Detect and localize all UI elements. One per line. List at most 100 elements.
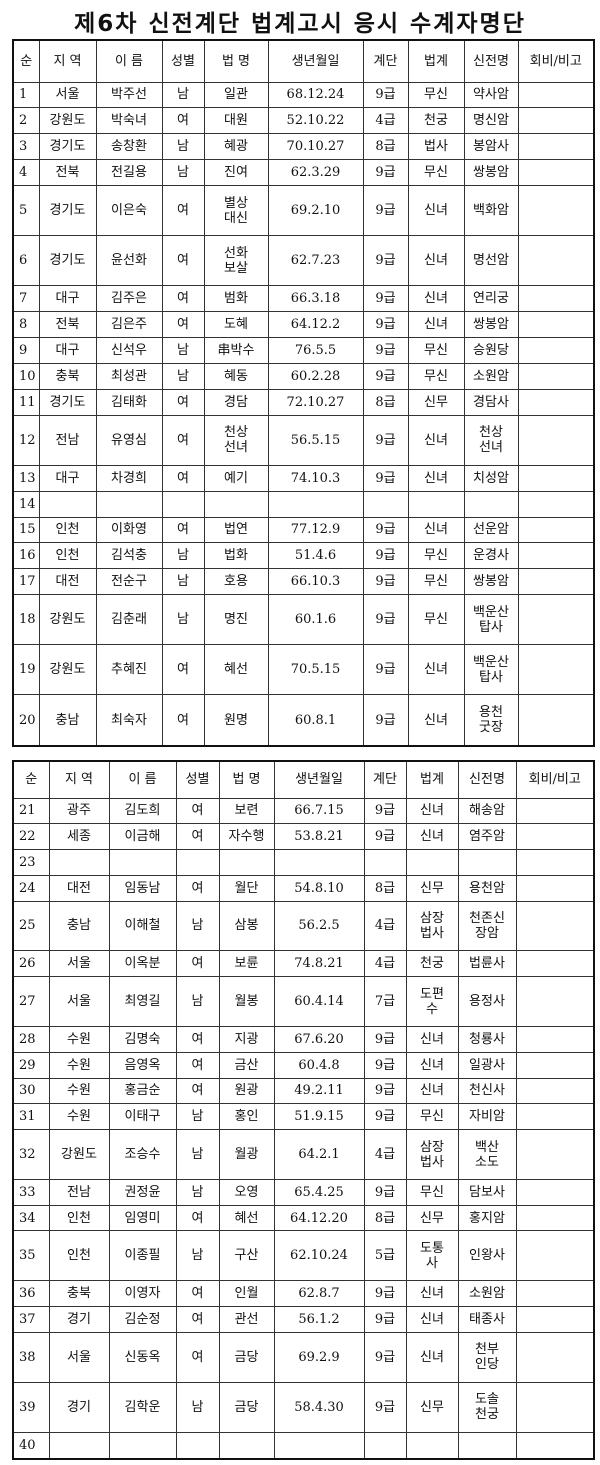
cell-dharma-name <box>218 849 275 876</box>
cell-shrine <box>463 490 519 518</box>
cell-name: 이은숙 <box>95 184 163 237</box>
header-no: 순 <box>12 39 40 83</box>
cell-gender <box>161 490 205 518</box>
cell-no: 38 <box>12 1331 50 1383</box>
cell-note <box>515 1178 595 1206</box>
cell-name: 임영미 <box>108 1204 177 1232</box>
table-row: 28 수원 김명숙 여 지광 67.6.20 9급 신녀 청룡사 <box>12 1026 595 1053</box>
cell-birthdate: 56.5.15 <box>267 414 364 466</box>
cell-note <box>515 1129 595 1180</box>
cell-birthdate: 51.4.6 <box>267 542 364 570</box>
cell-region: 수원 <box>48 1026 110 1053</box>
cell-region: 충남 <box>38 694 97 747</box>
cell-grade: 9급 <box>363 1280 407 1308</box>
cell-name: 이종필 <box>108 1230 177 1282</box>
cell-gender <box>175 1431 220 1460</box>
cell-rank: 무신 <box>407 568 465 596</box>
cell-region: 강원도 <box>48 1129 110 1180</box>
cell-name: 전길용 <box>95 159 163 186</box>
header-shrine: 신전명 <box>463 39 519 83</box>
cell-dharma-name: 홍인 <box>218 1103 275 1131</box>
table-row: 32 강원도 조승수 남 월광 64.2.1 4급 삼장 법사 백산 소도 <box>12 1129 595 1180</box>
cell-rank: 신녀 <box>405 1331 459 1383</box>
cell-no: 39 <box>12 1381 50 1433</box>
cell-birthdate: 62.3.29 <box>267 159 364 186</box>
cell-dharma-name: 월봉 <box>218 976 275 1028</box>
cell-name: 이영자 <box>108 1280 177 1308</box>
cell-rank <box>407 490 465 518</box>
cell-shrine: 홍지암 <box>457 1204 517 1232</box>
cell-note <box>515 950 595 978</box>
cell-name: 김은주 <box>95 311 163 339</box>
cell-no: 7 <box>12 285 40 313</box>
cell-name: 임동남 <box>108 874 177 902</box>
cell-grade <box>363 1431 407 1460</box>
cell-note <box>517 464 595 492</box>
cell-no: 18 <box>12 594 40 646</box>
cell-grade: 9급 <box>362 337 409 364</box>
header-grade: 계단 <box>362 39 409 83</box>
cell-name: 김춘래 <box>95 594 163 646</box>
cell-no: 1 <box>12 81 40 109</box>
cell-dharma-name: 원명 <box>203 694 269 747</box>
cell-grade: 5급 <box>363 1230 407 1282</box>
cell-note <box>517 644 595 696</box>
cell-birthdate: 69.2.10 <box>267 184 364 237</box>
cell-birthdate: 66.10.3 <box>267 568 364 596</box>
cell-note <box>517 337 595 364</box>
cell-no: 26 <box>12 950 50 978</box>
cell-dharma-name: 혜선 <box>218 1204 275 1232</box>
cell-shrine: 명선암 <box>463 235 519 287</box>
cell-name: 송창환 <box>95 133 163 161</box>
cell-note <box>515 1103 595 1131</box>
cell-region: 대구 <box>38 285 97 313</box>
table-row: 35 인천 이종필 남 구산 62.10.24 5급 도통 사 인왕사 <box>12 1230 595 1282</box>
cell-gender: 여 <box>175 1026 220 1053</box>
table-row: 3 경기도 송창환 남 혜광 70.10.27 8급 법사 봉암사 <box>12 133 595 161</box>
cell-shrine: 약사암 <box>463 81 519 109</box>
cell-no: 15 <box>12 516 40 544</box>
cell-name: 유영심 <box>95 414 163 466</box>
cell-note <box>515 1280 595 1308</box>
cell-no: 33 <box>12 1178 50 1206</box>
cell-name: 김순정 <box>108 1306 177 1333</box>
cell-gender: 여 <box>161 464 205 492</box>
cell-note <box>517 516 595 544</box>
cell-birthdate: 60.1.6 <box>267 594 364 646</box>
table-row: 40 <box>12 1431 595 1460</box>
header-note: 회비/비고 <box>517 39 595 83</box>
header-name: 이 름 <box>108 760 177 799</box>
cell-dharma-name: 경담 <box>203 388 269 416</box>
cell-name: 최성관 <box>95 362 163 390</box>
cell-shrine: 용천 굿장 <box>463 694 519 747</box>
header-birthdate: 생년월일 <box>267 39 364 83</box>
cell-dharma-name: 예기 <box>203 464 269 492</box>
cell-note <box>517 594 595 646</box>
cell-birthdate: 62.10.24 <box>273 1230 365 1282</box>
cell-grade: 9급 <box>363 1026 407 1053</box>
cell-shrine: 태종사 <box>457 1306 517 1333</box>
cell-grade: 9급 <box>362 542 409 570</box>
cell-grade: 9급 <box>362 311 409 339</box>
cell-shrine: 천존신 장암 <box>457 900 517 952</box>
cell-shrine: 용천암 <box>457 874 517 902</box>
cell-rank: 신녀 <box>405 1026 459 1053</box>
cell-region: 강원도 <box>38 644 97 696</box>
cell-no: 4 <box>12 159 40 186</box>
cell-rank: 무신 <box>407 159 465 186</box>
table-row: 12 전남 유영심 여 천상 선녀 56.5.15 9급 신녀 천상 선녀 <box>12 414 595 466</box>
cell-dharma-name: 명진 <box>203 594 269 646</box>
cell-note <box>517 414 595 466</box>
cell-birthdate: 64.2.1 <box>273 1129 365 1180</box>
cell-gender: 여 <box>175 823 220 850</box>
cell-shrine: 운경사 <box>463 542 519 570</box>
table-row: 25 충남 이해철 남 삼봉 56.2.5 4급 삼장 법사 천존신 장암 <box>12 900 595 952</box>
cell-birthdate: 66.7.15 <box>273 797 365 825</box>
cell-gender: 남 <box>175 976 220 1028</box>
cell-birthdate: 76.5.5 <box>267 337 364 364</box>
cell-grade: 9급 <box>363 1306 407 1333</box>
table-row: 22 세종 이금해 여 자수행 53.8.21 9급 신녀 염주암 <box>12 823 595 850</box>
cell-grade: 9급 <box>363 1051 407 1079</box>
cell-grade <box>362 490 409 518</box>
